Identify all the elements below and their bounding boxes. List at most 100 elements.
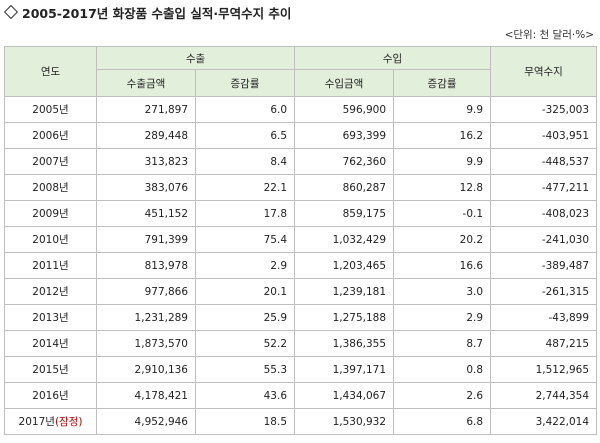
cell-export-growth: 20.1 [194, 278, 296, 305]
cell-export-growth: 6.5 [194, 122, 296, 149]
cell-balance: -241,030 [490, 226, 598, 253]
cell-year: 2009년 [4, 200, 97, 227]
cell-import-growth: 8.7 [393, 330, 492, 357]
diamond-icon [3, 4, 19, 20]
cell-import-growth: 2.6 [393, 382, 492, 409]
cell-export-growth: 22.1 [194, 174, 296, 201]
cell-export-growth: 18.5 [194, 408, 296, 435]
cell-year: 2011년 [4, 252, 97, 279]
cell-export-growth: 43.6 [194, 382, 296, 409]
cell-import-amount: 1,275,188 [294, 304, 395, 331]
header-balance: 무역수지 [490, 46, 598, 97]
cell-import-growth: 20.2 [393, 226, 492, 253]
cell-year: 2007년 [4, 148, 97, 175]
trade-table: 연도 수출 수입 무역수지 수출금액 증감률 수입금액 증감률 2005년 271… [4, 46, 598, 435]
cell-balance: -389,487 [490, 252, 598, 279]
cell-balance: -408,023 [490, 200, 598, 227]
table-row: 2007년 313,823 8.4 762,360 9.9 -448,537 [4, 148, 598, 175]
table-row: 2015년 2,910,136 55.3 1,397,171 0.8 1,512,965 [4, 356, 598, 383]
cell-import-amount: 1,434,067 [294, 382, 395, 409]
cell-year: 2017년(잠정) [4, 408, 97, 435]
page-title: 2005-2017년 화장품 수출입 실적·무역수지 추이 [3, 3, 292, 22]
table-row: 2013년 1,231,289 25.9 1,275,188 2.9 -43,899 [4, 304, 598, 331]
cell-import-amount: 693,399 [294, 122, 395, 149]
cell-year: 2015년 [4, 356, 97, 383]
cell-balance: -261,315 [490, 278, 598, 305]
unit-label: <단위: 천 달러·%> [504, 29, 594, 41]
cell-export-growth: 8.4 [194, 148, 296, 175]
cell-export-growth: 2.9 [194, 252, 296, 279]
table-row: 2011년 813,978 2.9 1,203,465 16.6 -389,487 [4, 252, 598, 279]
cell-balance: -477,211 [490, 174, 598, 201]
table-row: 2012년 977,866 20.1 1,239,181 3.0 -261,315 [4, 278, 598, 305]
title-text: 2005-2017년 화장품 수출입 실적·무역수지 추이 [22, 6, 292, 21]
cell-year: 2006년 [4, 122, 97, 149]
cell-export-growth: 52.2 [194, 330, 296, 357]
cell-import-growth: 2.9 [393, 304, 492, 331]
cell-export-amount: 451,152 [96, 200, 196, 227]
cell-balance: -325,003 [490, 96, 598, 123]
cell-export-amount: 791,399 [96, 226, 196, 253]
cell-balance: -43,899 [490, 304, 598, 331]
cell-export-amount: 1,231,289 [96, 304, 196, 331]
cell-year: 2008년 [4, 174, 97, 201]
cell-year: 2014년 [4, 330, 97, 357]
cell-export-amount: 2,910,136 [96, 356, 196, 383]
header-import-growth: 증감률 [393, 69, 492, 97]
table-row: 2006년 289,448 6.5 693,399 16.2 -403,951 [4, 122, 598, 149]
table-row: 2016년 4,178,421 43.6 1,434,067 2.6 2,744,354 [4, 382, 598, 409]
cell-export-amount: 813,978 [96, 252, 196, 279]
cell-import-growth: 16.2 [393, 122, 492, 149]
cell-import-amount: 1,203,465 [294, 252, 395, 279]
table-row: 2017년(잠정) 4,952,946 18.5 1,530,932 6.8 3… [4, 408, 598, 435]
header-export: 수출 [95, 46, 296, 70]
cell-import-growth: 16.6 [393, 252, 492, 279]
cell-import-amount: 1,032,429 [294, 226, 395, 253]
table-row: 2008년 383,076 22.1 860,287 12.8 -477,211 [4, 174, 598, 201]
header-export-amount: 수출금액 [96, 69, 196, 97]
cell-export-growth: 25.9 [194, 304, 296, 331]
cell-export-amount: 977,866 [96, 278, 196, 305]
cell-import-growth: 9.9 [393, 148, 492, 175]
cell-export-growth: 75.4 [194, 226, 296, 253]
cell-import-amount: 1,239,181 [294, 278, 395, 305]
cell-import-amount: 1,386,355 [294, 330, 395, 357]
header-year: 연도 [4, 46, 97, 97]
cell-export-amount: 271,897 [96, 96, 196, 123]
cell-export-amount: 4,952,946 [96, 408, 196, 435]
cell-import-amount: 1,397,171 [294, 356, 395, 383]
cell-balance: 487,215 [490, 330, 598, 357]
table-row: 2005년 271,897 6.0 596,900 9.9 -325,003 [4, 96, 598, 123]
cell-year: 2016년 [4, 382, 97, 409]
cell-export-growth: 17.8 [194, 200, 296, 227]
cell-export-amount: 1,873,570 [96, 330, 196, 357]
cell-import-amount: 860,287 [294, 174, 395, 201]
cell-balance: -403,951 [490, 122, 598, 149]
table-row: 2010년 791,399 75.4 1,032,429 20.2 -241,030 [4, 226, 598, 253]
cell-export-growth: 55.3 [194, 356, 296, 383]
cell-import-growth: 9.9 [393, 96, 492, 123]
cell-balance: 3,422,014 [490, 408, 598, 435]
table-row: 2009년 451,152 17.8 859,175 -0.1 -408,023 [4, 200, 598, 227]
cell-year: 2013년 [4, 304, 97, 331]
cell-balance: 2,744,354 [490, 382, 598, 409]
cell-balance: -448,537 [490, 148, 598, 175]
table-header: 연도 수출 수입 무역수지 수출금액 증감률 수입금액 증감률 [4, 46, 598, 97]
cell-import-growth: -0.1 [393, 200, 492, 227]
cell-import-growth: 0.8 [393, 356, 492, 383]
cell-import-growth: 6.8 [393, 408, 492, 435]
cell-export-growth: 6.0 [194, 96, 296, 123]
cell-import-amount: 1,530,932 [294, 408, 395, 435]
cell-export-amount: 4,178,421 [96, 382, 196, 409]
table-body: 2005년 271,897 6.0 596,900 9.9 -325,003 2006년 28… [4, 96, 598, 435]
cell-balance: 1,512,965 [490, 356, 598, 383]
cell-year: 2012년 [4, 278, 97, 305]
table-row: 2014년 1,873,570 52.2 1,386,355 8.7 487,215 [4, 330, 598, 357]
cell-year: 2010년 [4, 226, 97, 253]
cell-import-growth: 3.0 [393, 278, 492, 305]
provisional-note: (잠정) [54, 416, 83, 428]
header-import-amount: 수입금액 [294, 69, 395, 97]
header-import: 수입 [294, 46, 492, 70]
cell-import-amount: 859,175 [294, 200, 395, 227]
cell-import-amount: 762,360 [294, 148, 395, 175]
